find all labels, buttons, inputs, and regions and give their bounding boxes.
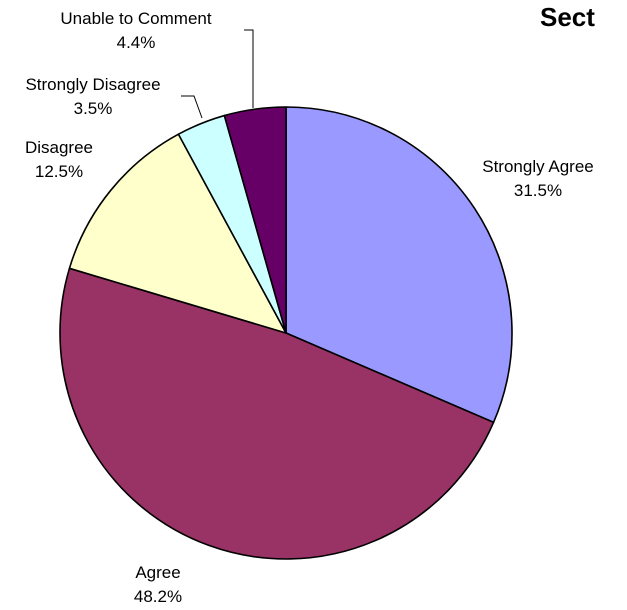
leader-lines <box>181 29 254 119</box>
leader-line-unable-to-comment <box>244 29 254 108</box>
slice-strongly-agree <box>285 106 513 424</box>
slice-value-disagree: 12.5% <box>35 162 83 181</box>
leader-line-strongly-disagree <box>181 95 203 119</box>
slice-value-strongly-agree: 31.5% <box>514 181 562 200</box>
slice-label-disagree: Disagree <box>25 138 93 157</box>
slice-value-agree: 48.2% <box>134 587 182 606</box>
slice-label-strongly-disagree: Strongly Disagree <box>25 75 160 94</box>
slice-labels: Strongly Agree 31.5% Agree 48.2% Disagree 12.… <box>25 9 594 606</box>
slice-label-agree: Agree <box>135 563 180 582</box>
pie-slices <box>59 106 513 560</box>
slice-label-unable-to-comment: Unable to Comment <box>60 9 211 28</box>
slice-value-strongly-disagree: 3.5% <box>74 99 113 118</box>
slice-agree <box>59 267 495 560</box>
chart-title: Sect <box>540 2 595 32</box>
slice-unable-to-comment <box>223 106 287 334</box>
slice-label-strongly-agree: Strongly Agree <box>482 157 594 176</box>
slice-disagree <box>68 133 287 334</box>
slice-value-unable-to-comment: 4.4% <box>117 33 156 52</box>
